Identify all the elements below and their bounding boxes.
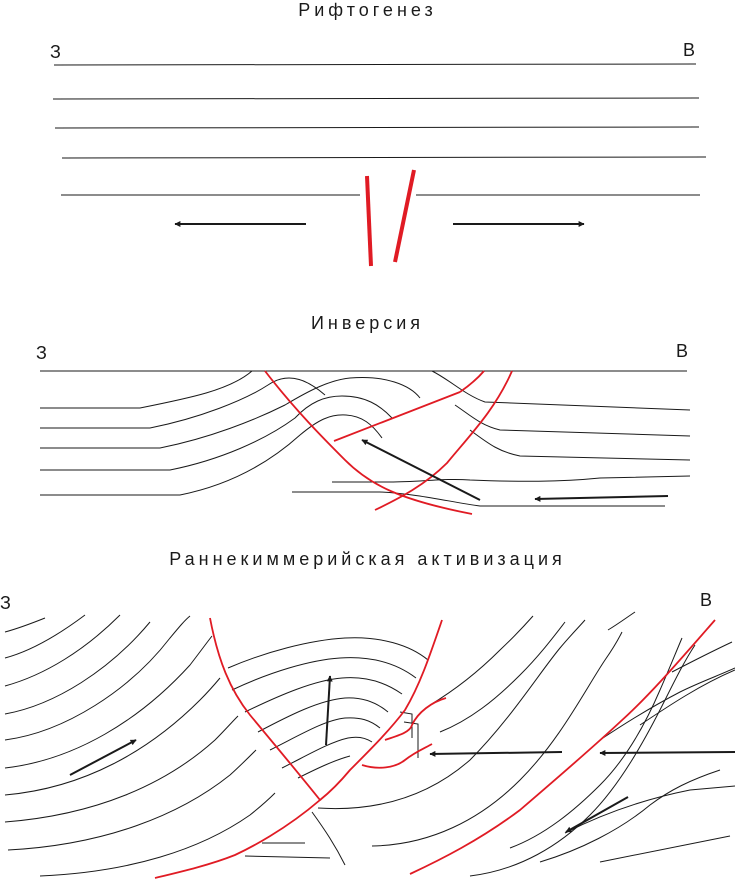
p3-layer-line	[227, 637, 429, 669]
p3-fault-east	[409, 619, 716, 875]
p3-layer-line	[269, 717, 381, 751]
p3-layer-line	[4, 635, 213, 769]
p1-layer-line	[54, 126, 700, 129]
panel-2-inversion	[40, 370, 691, 515]
p3-layer-line	[439, 621, 566, 733]
p3-layer-line	[4, 614, 86, 659]
p3-layer-line	[297, 755, 351, 779]
p2-layer-line	[469, 429, 691, 461]
panel-1-west-label: З	[50, 42, 61, 62]
panel-2-west-label: З	[36, 343, 47, 363]
p1-top-surface	[53, 63, 697, 66]
p2-layer-line	[292, 491, 665, 507]
p3-fault-splay-upper	[384, 697, 447, 741]
panel-3-east-label: В	[700, 590, 713, 610]
p2-layer-line	[454, 404, 691, 437]
p3-layer-line	[317, 619, 586, 810]
p3-layer-line	[4, 615, 191, 741]
p1-fault-east	[393, 169, 416, 263]
p3-layer-line	[231, 657, 417, 691]
p3-layer-line	[607, 611, 636, 631]
p3-layer-line	[671, 641, 733, 673]
p2-layer-line	[40, 370, 253, 409]
p3-compression-arrow-east	[599, 749, 735, 756]
p3-layer-line	[4, 621, 151, 715]
p2-layer-line	[40, 376, 421, 449]
panel-3-early-cimmerian-activation	[4, 611, 735, 879]
panel-1-title: Рифтогенез	[298, 0, 437, 20]
p3-layer-line	[509, 637, 683, 849]
p3-fault-west	[154, 617, 322, 879]
p2-layer-line	[40, 377, 326, 429]
panel-2-title: Инверсия	[310, 313, 425, 333]
p3-fault-splay-lower	[361, 743, 433, 769]
p3-layer-line	[539, 769, 721, 863]
p1-fault-west	[365, 175, 373, 267]
p3-layer-line	[4, 677, 221, 796]
p3-layer-line	[7, 749, 257, 851]
p3-layer-line	[244, 677, 403, 713]
p3-layer-line	[257, 697, 389, 733]
p3-layer-line	[564, 785, 735, 834]
p1-layer-line	[61, 156, 707, 159]
p3-layer-line	[39, 792, 276, 877]
p3-layer-line	[403, 721, 419, 758]
p3-layer-line	[281, 736, 373, 769]
p2-uplift-arrow	[361, 439, 481, 501]
p3-layer-line	[371, 631, 623, 847]
p3-layer-line	[429, 615, 534, 706]
p3-layer-line	[599, 667, 735, 741]
p2-fault-west	[264, 370, 473, 515]
p3-layer-line	[599, 835, 731, 863]
panel-2-east-label: В	[676, 341, 689, 361]
p2-fault-east	[374, 370, 513, 511]
p2-compression-arrow	[534, 495, 669, 502]
p2-layer-line	[332, 475, 691, 483]
p3-fault-central	[319, 619, 443, 801]
p3-layer-line	[4, 614, 121, 687]
p3-layer-line	[4, 715, 239, 823]
p3-layer-line	[311, 811, 346, 866]
p3-compression-arrow-central	[429, 750, 563, 757]
p1-layer-line	[52, 97, 700, 100]
p2-fault-thrust	[333, 391, 461, 442]
panel-3-west-label: З	[0, 593, 11, 613]
p3-subsidence-arrow	[565, 796, 629, 833]
p3-layer-line	[639, 669, 735, 726]
p2-layer-line	[40, 395, 393, 471]
panel-3-title: Раннекиммерийская активизация	[169, 549, 566, 569]
p3-layer-line	[244, 855, 331, 859]
p3-uplift-arrow-central	[325, 675, 333, 746]
p2-layer-line	[431, 370, 691, 411]
p3-layer-line	[4, 617, 46, 633]
panel-1-rifting	[52, 63, 707, 267]
p3-layer-line	[469, 644, 696, 877]
panel-1-east-label: В	[683, 40, 696, 60]
p3-uplift-arrow-west	[69, 739, 137, 776]
p2-fault-thrust-tip	[459, 370, 485, 393]
p2-layer-line	[40, 414, 383, 496]
